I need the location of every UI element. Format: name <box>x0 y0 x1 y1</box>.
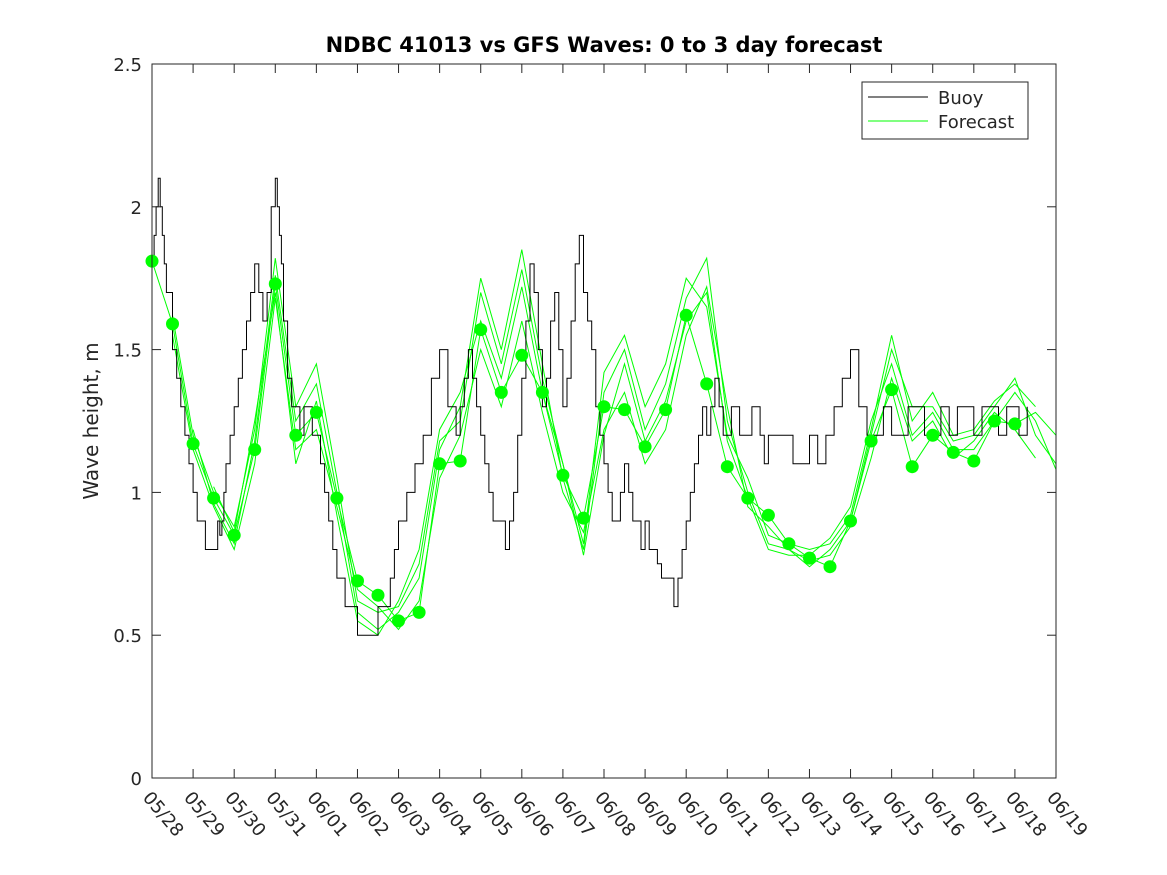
y-tick-label: 1 <box>131 483 142 504</box>
forecast-marker <box>371 588 385 602</box>
marker-layer <box>145 254 1022 628</box>
forecast-marker <box>700 377 714 391</box>
forecast-marker <box>227 528 241 542</box>
y-axis: 0 0.5 1 1.5 2 2.5 <box>113 55 1056 790</box>
plot-area <box>152 64 1056 778</box>
legend-label-forecast: Forecast <box>938 112 1014 133</box>
forecast-marker <box>289 428 303 442</box>
forecast-marker <box>309 405 323 419</box>
y-axis-label: Wave height, m <box>79 342 103 499</box>
forecast-marker <box>494 385 508 399</box>
forecast-marker <box>186 437 200 451</box>
y-tick-label: 2 <box>131 198 142 219</box>
forecast-marker <box>782 537 796 551</box>
forecast-marker <box>946 445 960 459</box>
forecast-marker <box>453 454 467 468</box>
forecast-marker <box>330 491 344 505</box>
legend-box <box>861 81 1029 140</box>
forecast-marker <box>515 348 529 362</box>
forecast-marker <box>803 551 816 565</box>
forecast-marker <box>679 308 693 322</box>
forecast-marker <box>844 514 857 528</box>
forecast-marker <box>987 414 1001 428</box>
forecast-marker <box>207 491 221 505</box>
forecast-marker <box>885 383 899 397</box>
forecast-marker <box>268 277 282 291</box>
forecast-marker <box>433 457 447 471</box>
forecast-marker <box>474 323 488 337</box>
forecast-marker <box>638 440 652 454</box>
forecast-marker <box>556 468 570 482</box>
forecast-marker <box>248 443 262 457</box>
forecast-marker <box>597 400 611 414</box>
legend-label-buoy: Buoy <box>938 88 984 109</box>
series-line-forecast-2 <box>172 258 1036 613</box>
forecast-marker <box>864 434 878 448</box>
y-tick-label: 0.5 <box>113 626 142 647</box>
forecast-marker <box>720 460 734 474</box>
forecast-marker <box>761 508 775 522</box>
series-line-forecast-5 <box>213 286 1057 636</box>
forecast-marker <box>823 560 837 574</box>
forecast-marker <box>412 605 426 619</box>
forecast-marker <box>535 385 549 399</box>
forecast-marker <box>392 614 405 628</box>
series-line-buoy <box>152 177 1028 636</box>
forecast-marker <box>351 574 364 588</box>
forecast-marker <box>967 454 981 468</box>
forecast-marker <box>618 403 631 417</box>
forecast-marker <box>166 317 179 331</box>
forecast-marker <box>1008 417 1022 431</box>
y-tick-label: 1.5 <box>113 341 142 362</box>
legend: Buoy Forecast <box>861 81 1029 140</box>
forecast-marker <box>659 403 673 417</box>
forecast-marker <box>926 428 940 442</box>
forecast-marker <box>905 460 919 474</box>
chart-title: NDBC 41013 vs GFS Waves: 0 to 3 day fore… <box>326 33 883 57</box>
y-tick-label: 0 <box>131 769 142 790</box>
forecast-marker <box>741 491 755 505</box>
series-line-forecast-3 <box>172 285 1036 631</box>
y-tick-label: 2.5 <box>113 55 142 76</box>
forecast-marker <box>577 511 590 525</box>
